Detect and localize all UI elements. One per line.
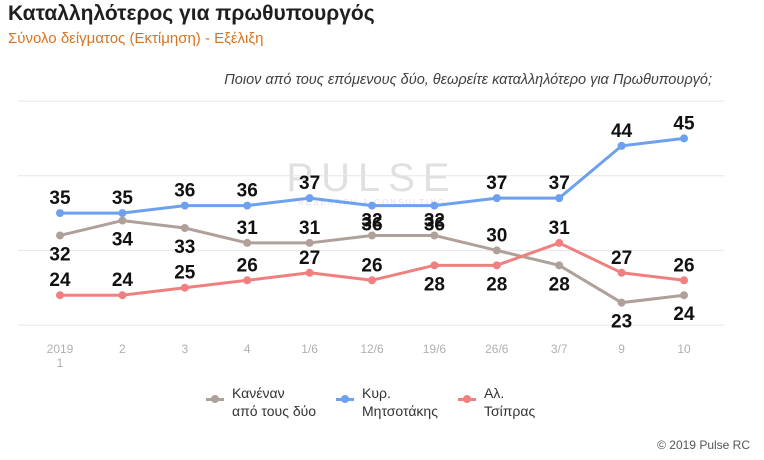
data-point-mitsotakis [368, 201, 376, 210]
data-label-mitsotakis: 36 [237, 181, 258, 202]
data-point-mitsotakis [680, 134, 688, 143]
legend-label-mitsotakis: Κυρ. Μητσοτάκης [362, 385, 438, 419]
data-point-none [305, 238, 314, 247]
chart-legend: Κανέναν από τους δύο Κυρ. Μητσοτάκης Αλ.… [0, 384, 764, 434]
data-point-tsipras [430, 261, 439, 270]
data-label-tsipras: 31 [549, 218, 571, 239]
x-tick-label: 4 [244, 342, 251, 356]
data-point-mitsotakis [430, 201, 439, 210]
data-label-mitsotakis: 37 [299, 173, 320, 194]
data-label-mitsotakis: 45 [673, 113, 695, 134]
x-tick-label: 3 [181, 342, 188, 356]
data-point-mitsotakis [243, 201, 252, 210]
data-point-none [368, 231, 376, 240]
data-label-none: 33 [174, 237, 195, 258]
legend-marker-mitsotakis [336, 394, 354, 404]
x-tick-label: 1 [57, 356, 64, 370]
data-point-tsipras [180, 283, 189, 292]
data-label-tsipras: 28 [486, 274, 507, 295]
data-label-mitsotakis: 37 [549, 173, 570, 194]
data-label-tsipras: 24 [49, 270, 71, 291]
x-tick-label: 26/6 [485, 342, 509, 356]
x-tick-label: 1/6 [301, 342, 318, 356]
x-tick-label: 2019 [47, 342, 74, 356]
data-point-none [56, 231, 64, 240]
data-label-none: 23 [611, 312, 632, 333]
data-label-tsipras: 27 [611, 248, 632, 269]
data-label-none: 24 [673, 304, 695, 325]
data-point-none [680, 291, 688, 300]
data-label-none: 28 [549, 274, 570, 295]
legend-item-none: Κανέναν από τους δύο [206, 384, 316, 420]
data-point-mitsotakis [492, 194, 501, 203]
data-label-none: 30 [486, 225, 507, 246]
data-label-tsipras: 24 [112, 270, 134, 291]
data-point-none [180, 224, 189, 232]
data-label-mitsotakis: 36 [361, 215, 382, 236]
data-point-mitsotakis [180, 201, 189, 210]
data-label-tsipras: 27 [299, 248, 320, 269]
data-label-none: 31 [237, 218, 259, 239]
data-point-tsipras [56, 291, 64, 300]
data-label-mitsotakis: 36 [424, 215, 445, 236]
data-point-none [118, 216, 127, 225]
data-point-none [243, 238, 252, 247]
data-label-mitsotakis: 44 [611, 121, 633, 142]
legend-marker-none [206, 394, 224, 404]
x-tick-label: 19/6 [423, 342, 447, 356]
data-label-none: 34 [112, 230, 134, 251]
data-point-mitsotakis [118, 209, 127, 218]
data-label-tsipras: 26 [673, 255, 694, 276]
data-point-tsipras [492, 261, 501, 270]
x-tick-label: 3/7 [551, 342, 568, 356]
legend-item-tsipras: Αλ. Τσίπρας [458, 384, 535, 420]
legend-marker-tsipras [458, 394, 476, 404]
data-label-mitsotakis: 37 [486, 173, 507, 194]
data-label-none: 32 [424, 210, 445, 231]
survey-question: Ποιον από τους επόμενους δύο, θεωρείτε κ… [224, 72, 712, 88]
copyright-note: © 2019 Pulse RC [657, 438, 750, 452]
legend-label-tsipras: Αλ. Τσίπρας [484, 385, 536, 419]
x-tick-label: 12/6 [360, 342, 384, 356]
data-point-none [617, 298, 626, 307]
data-point-none [430, 231, 439, 240]
data-label-none: 32 [361, 210, 382, 231]
data-label-tsipras: 28 [424, 274, 445, 295]
data-label-tsipras: 26 [237, 255, 258, 276]
legend-item-mitsotakis: Κυρ. Μητσοτάκης [336, 384, 438, 420]
data-label-none: 32 [49, 244, 70, 265]
data-point-tsipras [118, 291, 127, 300]
data-point-tsipras [243, 276, 252, 285]
data-label-mitsotakis: 36 [174, 181, 195, 202]
data-point-none [555, 261, 564, 270]
data-point-mitsotakis [305, 194, 314, 203]
data-point-tsipras [555, 238, 564, 247]
x-tick-label: 9 [618, 342, 625, 356]
chart-title: Καταλληλότερος για πρωθυπουργός [8, 2, 375, 25]
chart-subtitle: Σύνολο δείγματος (Εκτίμηση) - Εξέλιξη [8, 30, 264, 47]
data-point-mitsotakis [617, 141, 626, 150]
data-point-tsipras [305, 268, 314, 277]
data-point-mitsotakis [555, 194, 564, 203]
data-label-tsipras: 25 [174, 263, 196, 284]
data-label-tsipras: 26 [361, 255, 382, 276]
x-tick-label: 2 [119, 342, 126, 356]
x-tick-label: 10 [677, 342, 691, 356]
data-point-tsipras [617, 268, 626, 277]
data-label-mitsotakis: 35 [49, 188, 71, 209]
legend-label-none: Κανέναν από τους δύο [232, 385, 317, 419]
data-point-tsipras [680, 276, 688, 285]
data-label-mitsotakis: 35 [112, 188, 134, 209]
data-point-none [492, 246, 501, 255]
data-point-mitsotakis [56, 209, 64, 218]
data-label-none: 31 [299, 218, 321, 239]
data-point-tsipras [368, 276, 376, 285]
